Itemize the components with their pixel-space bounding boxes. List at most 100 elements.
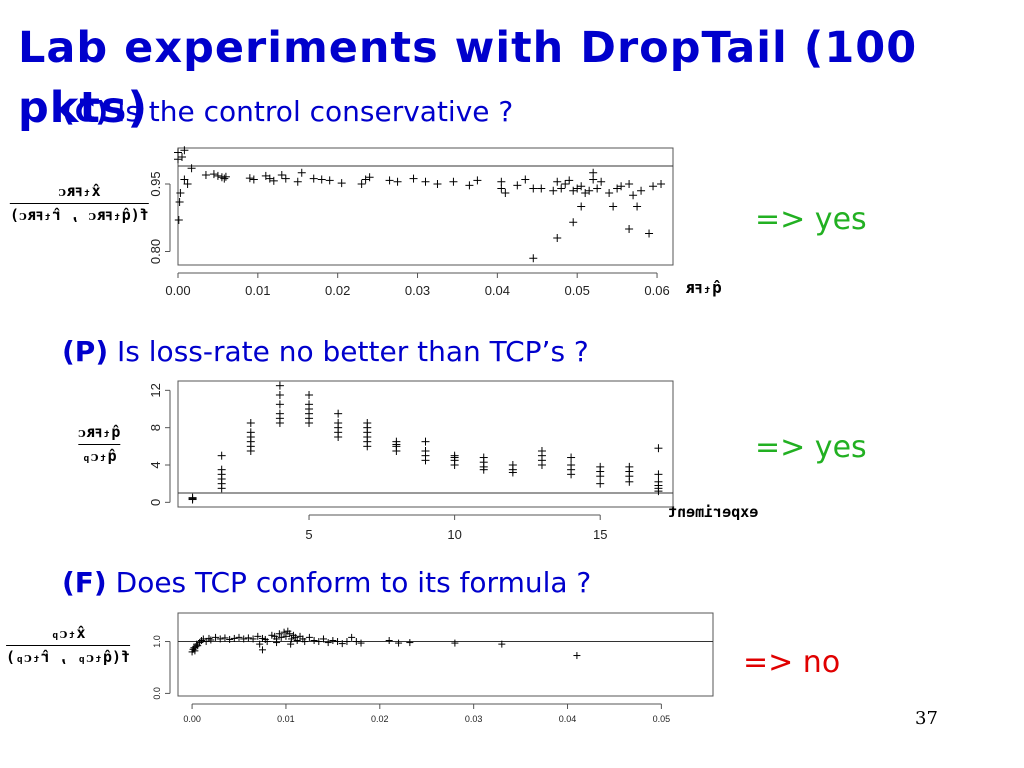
- x-tick-label: 0.04: [559, 714, 577, 724]
- answer-c: => yes: [755, 202, 867, 237]
- data-point: [256, 640, 264, 648]
- data-point: [288, 635, 296, 643]
- data-point: [385, 176, 394, 185]
- data-point: [581, 189, 590, 197]
- y-tick-label: 1.0: [152, 635, 162, 648]
- y-tick-label: 0.95: [148, 171, 163, 196]
- data-point: [213, 171, 222, 180]
- chart-f-ylabel-denominator: f(q̂ₜᴄₚ , r̂ₜᴄₚ): [6, 648, 131, 666]
- x-tick-label: 0.04: [485, 283, 510, 298]
- data-point: [334, 638, 342, 646]
- data-point: [561, 180, 570, 188]
- question-p: (P) Is loss-rate no better than TCP’s ?: [62, 335, 589, 369]
- data-point: [275, 419, 284, 427]
- data-point: [573, 652, 581, 660]
- chart-c-ylabel: x̂ₜꜰʀᴄ f(q̂ₜꜰʀᴄ , r̂ₜꜰʀᴄ): [10, 182, 149, 225]
- data-point: [406, 639, 414, 647]
- data-point: [246, 447, 255, 455]
- y-tick-label: 12: [148, 383, 163, 397]
- data-point: [361, 175, 370, 184]
- data-point: [537, 461, 546, 469]
- data-point: [201, 171, 210, 179]
- y-tick-label: 0.80: [148, 239, 163, 264]
- chart-p-ylabel-numerator: q̂ₜꜰʀᴄ: [78, 423, 121, 441]
- data-point: [613, 184, 622, 193]
- data-point: [180, 175, 189, 184]
- y-tick-label: 0.0: [152, 687, 162, 700]
- data-point: [365, 173, 374, 182]
- data-point: [293, 636, 301, 644]
- data-point: [537, 184, 546, 193]
- data-point: [230, 634, 238, 642]
- plot-frame: [177, 612, 714, 697]
- y-tick-label: 4: [148, 461, 163, 468]
- x-tick-label: 5: [305, 527, 312, 542]
- data-point: [433, 180, 442, 188]
- data-point: [174, 155, 182, 164]
- data-point: [625, 477, 634, 486]
- data-point: [280, 628, 288, 636]
- data-point: [363, 442, 372, 451]
- data-point: [235, 633, 243, 641]
- data-point: [589, 175, 598, 184]
- chart-f-ylabel-numerator: x̂ₜᴄₚ: [50, 624, 86, 642]
- chart-p-ylabel-denominator: q̂ₜᴄₚ: [81, 447, 117, 465]
- data-point: [207, 636, 215, 644]
- data-point: [553, 177, 562, 186]
- data-point: [357, 180, 366, 188]
- answer-f: => no: [743, 645, 841, 680]
- data-point: [287, 640, 295, 648]
- data-point: [498, 640, 506, 648]
- x-tick-label: 0.05: [565, 283, 590, 298]
- data-point: [649, 182, 658, 191]
- question-f-tag: (F): [62, 566, 107, 599]
- data-point: [352, 638, 360, 646]
- data-point: [176, 189, 185, 197]
- x-tick-label: 0.00: [165, 283, 190, 298]
- chart-c: 0.00 0.01 0.02 0.03 0.04 0.05 0.06 0.80 0.95: [148, 146, 674, 298]
- data-point: [450, 453, 459, 462]
- data-point: [449, 177, 458, 186]
- data-point: [175, 198, 184, 206]
- data-point: [293, 177, 302, 186]
- data-point: [343, 638, 351, 646]
- page-number: 37: [915, 708, 938, 729]
- question-f: (F) Does TCP conform to its formula ?: [62, 566, 591, 600]
- data-point: [216, 635, 224, 643]
- data-point: [529, 254, 538, 263]
- data-point: [625, 180, 634, 188]
- data-point: [393, 177, 402, 186]
- data-point: [654, 487, 663, 496]
- question-c-tag: (C): [62, 95, 109, 128]
- data-point: [174, 148, 182, 157]
- data-point: [597, 177, 606, 186]
- fraction-bar: [78, 444, 121, 445]
- data-point: [240, 635, 248, 643]
- plot-frame: [177, 380, 674, 508]
- chart-c-ylabel-denominator: f(q̂ₜꜰʀᴄ , r̂ₜꜰʀᴄ): [10, 206, 149, 224]
- data-point: [188, 493, 197, 502]
- data-point: [629, 191, 638, 200]
- x-tick-label: 15: [593, 527, 607, 542]
- data-point: [245, 174, 254, 183]
- data-point: [585, 186, 594, 195]
- data-point: [275, 381, 284, 390]
- data-point: [421, 456, 430, 465]
- data-point: [275, 630, 283, 638]
- data-point: [212, 633, 220, 641]
- data-point: [221, 172, 230, 181]
- data-point: [421, 177, 430, 186]
- data-point: [282, 632, 290, 640]
- data-point: [625, 225, 634, 233]
- data-point: [315, 638, 323, 646]
- data-point: [395, 639, 403, 647]
- data-point: [421, 437, 430, 446]
- data-point: [217, 484, 226, 493]
- chart-p: 5 10 15 0 4 8 12: [148, 380, 674, 542]
- data-point: [392, 440, 401, 449]
- data-point: [209, 170, 218, 179]
- data-point: [297, 168, 306, 177]
- data-point: [385, 636, 393, 644]
- data-point: [473, 176, 482, 185]
- x-tick-label: 0.02: [325, 283, 350, 298]
